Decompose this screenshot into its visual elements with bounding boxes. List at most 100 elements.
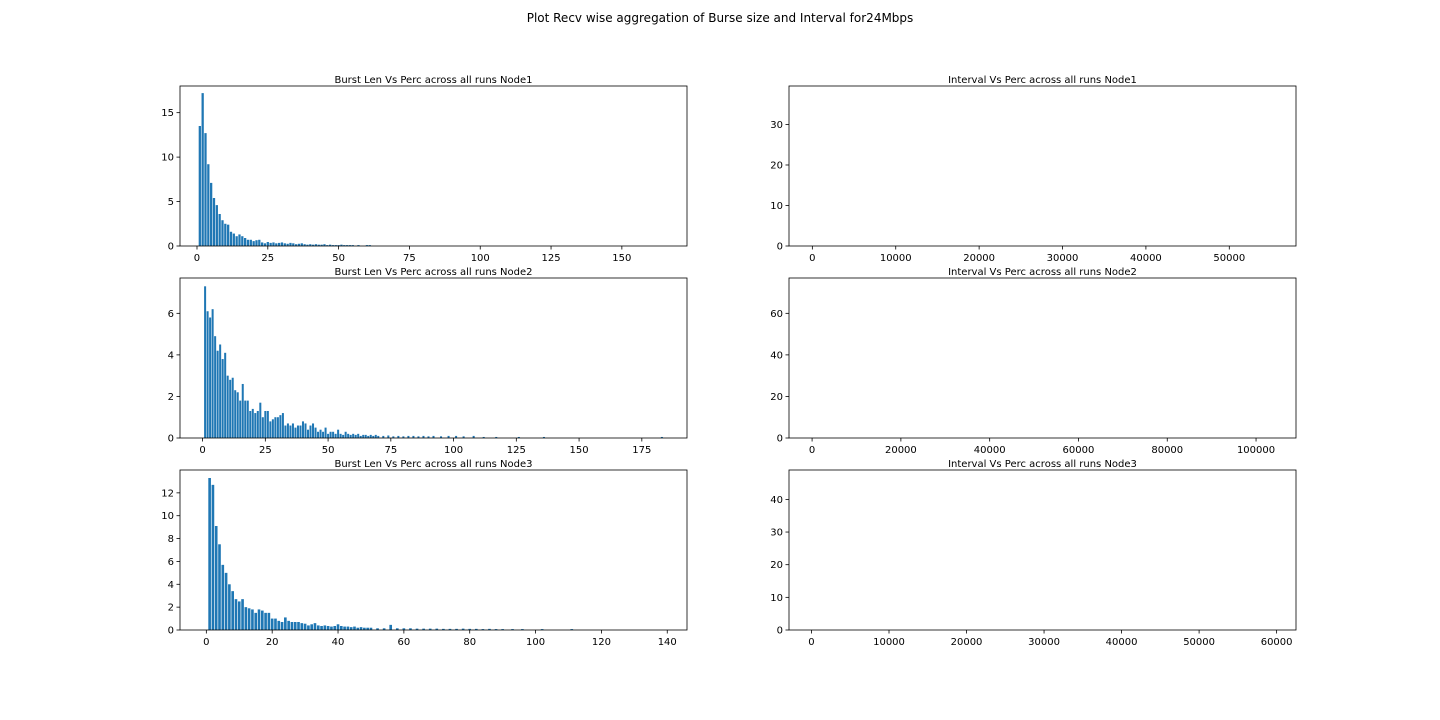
bar — [364, 434, 367, 438]
x-tick-label: 40000 — [974, 445, 1006, 456]
x-tick-label: 0 — [203, 637, 209, 648]
x-tick-label: 100000 — [1237, 445, 1275, 456]
bar — [366, 627, 369, 630]
y-tick-label: 2 — [168, 392, 174, 403]
bar — [402, 436, 405, 438]
bar — [397, 435, 400, 438]
bar — [472, 435, 475, 438]
subplot-4: Interval Vs Perc across all runs Node2 0 2… — [770, 267, 1297, 456]
bar — [292, 243, 295, 246]
bar — [367, 435, 370, 438]
bar — [329, 431, 332, 438]
axes-frame — [179, 277, 688, 439]
y-tick-label: 20 — [770, 160, 783, 171]
bar — [356, 627, 360, 630]
x-tick-label: 0 — [199, 445, 205, 456]
bar — [331, 245, 335, 246]
bar — [310, 624, 313, 630]
bar — [259, 402, 262, 438]
bar — [272, 242, 275, 246]
y-tick-label: 20 — [770, 392, 783, 403]
bar — [344, 431, 347, 438]
bar — [359, 627, 363, 630]
bar — [474, 628, 478, 630]
bar — [254, 413, 257, 438]
x-tick-label: 0 — [809, 253, 815, 264]
bar — [660, 436, 663, 438]
subplot-3: Burst Len Vs Perc across all runs Node2 0… — [168, 267, 688, 456]
bar — [348, 245, 352, 246]
bar — [211, 309, 214, 438]
bar — [435, 628, 439, 630]
x-tick-label: 10000 — [873, 637, 905, 648]
subplot-title: Interval Vs Perc across all runs Node1 — [948, 75, 1137, 86]
bar — [422, 628, 425, 630]
bar — [313, 623, 317, 630]
x-tick-label: 50 — [332, 253, 345, 264]
y-tick-label: 40 — [770, 350, 783, 361]
bar — [389, 624, 393, 630]
bar — [251, 408, 254, 438]
x-tick-label: 150 — [570, 445, 589, 456]
bar — [232, 233, 235, 246]
bar — [291, 423, 294, 438]
y-tick-label: 0 — [168, 434, 174, 445]
bar — [440, 436, 443, 438]
subplot-title: Burst Len Vs Perc across all runs Node2 — [334, 267, 532, 278]
bar — [570, 629, 574, 630]
bar — [204, 286, 207, 438]
y-tick-label: 4 — [168, 350, 174, 361]
bar — [299, 425, 302, 438]
bar — [368, 245, 371, 246]
x-tick-label: 120 — [592, 637, 611, 648]
bar — [281, 413, 284, 438]
bar — [343, 245, 346, 246]
bar — [333, 626, 337, 630]
bar — [417, 436, 420, 438]
x-tick-label: 50 — [322, 445, 335, 456]
y-tick-label: 10 — [161, 153, 174, 164]
axes-frame — [788, 85, 1297, 247]
axes-frame — [179, 469, 688, 631]
bar — [309, 244, 312, 246]
x-tick-label: 20000 — [963, 253, 995, 264]
bar — [448, 628, 452, 630]
bar — [511, 629, 514, 630]
y-tick-label: 0 — [777, 626, 783, 637]
bar — [349, 627, 353, 630]
bar — [274, 618, 277, 630]
bar — [323, 625, 327, 630]
bar — [249, 410, 252, 438]
bar — [294, 427, 297, 438]
y-tick-label: 0 — [777, 434, 783, 445]
bar — [286, 243, 289, 246]
bar — [254, 612, 258, 630]
bar — [229, 379, 232, 438]
bar — [295, 244, 298, 246]
y-tick-label: 30 — [770, 120, 783, 131]
bar — [271, 419, 274, 438]
bar — [252, 241, 255, 246]
bar — [212, 198, 216, 246]
bar — [237, 601, 241, 630]
bar — [374, 434, 377, 438]
bar — [276, 417, 279, 438]
bar — [275, 243, 278, 246]
bar — [307, 625, 310, 630]
x-tick-label: 0 — [809, 445, 815, 456]
bar — [261, 417, 264, 438]
bar — [247, 608, 251, 630]
bar — [235, 236, 238, 246]
bar — [300, 623, 304, 630]
y-tick-label: 0 — [168, 626, 174, 637]
bar — [327, 433, 330, 438]
bar — [224, 572, 228, 630]
y-tick-label: 20 — [770, 560, 783, 571]
bar — [244, 238, 247, 246]
subplot-6: Interval Vs Perc across all runs Node3 0 1… — [770, 459, 1297, 648]
bar — [461, 628, 465, 630]
bar — [286, 423, 289, 438]
subplot-2: Interval Vs Perc across all runs Node1 0 1… — [770, 75, 1297, 264]
bar — [241, 236, 244, 246]
